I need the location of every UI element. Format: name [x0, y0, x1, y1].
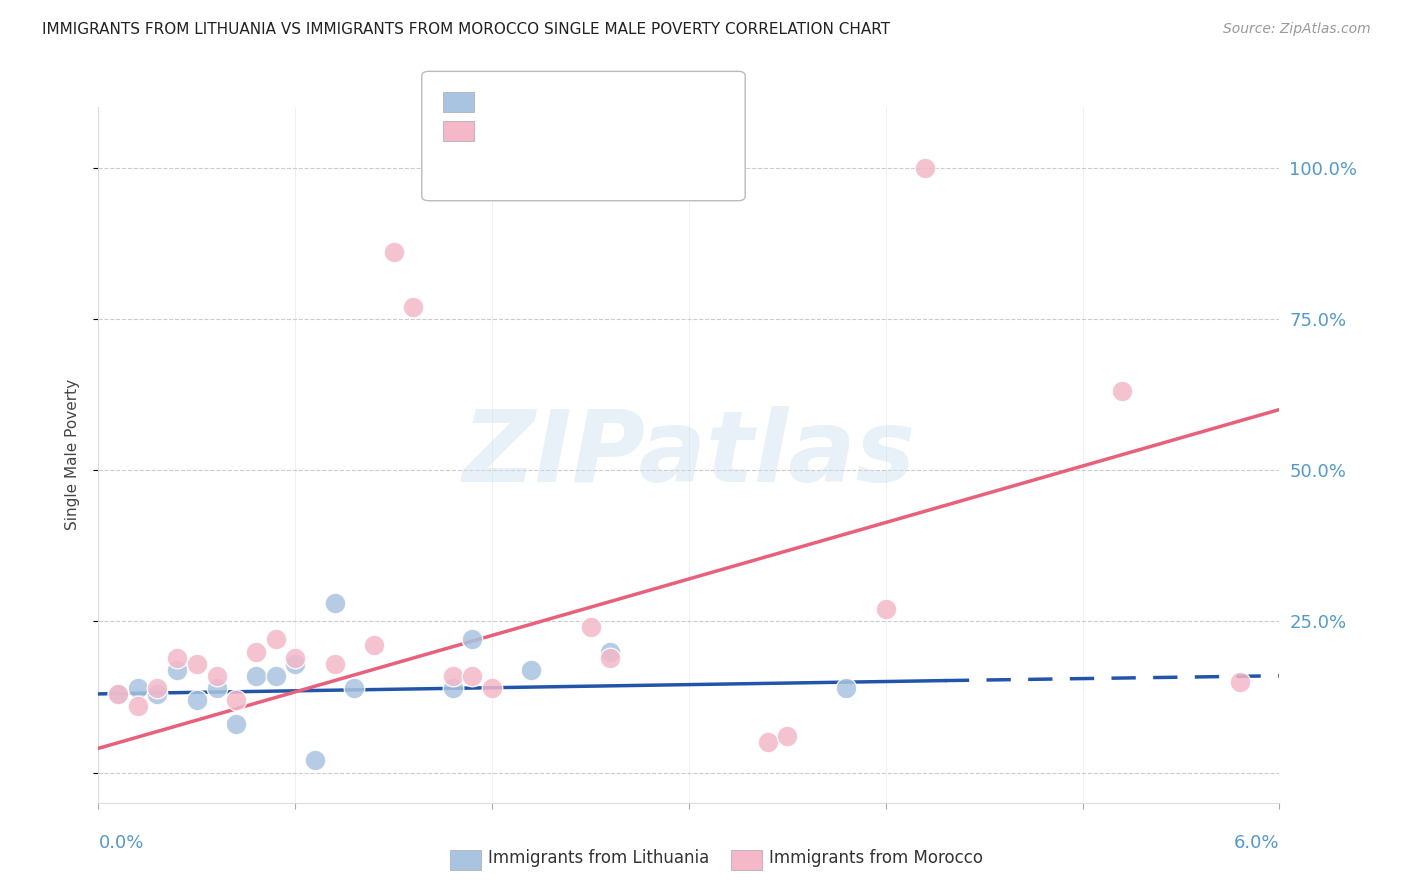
- Point: [264, 632, 287, 647]
- Point: [225, 693, 247, 707]
- Point: [205, 669, 228, 683]
- Text: N =: N =: [571, 91, 610, 109]
- Point: [146, 681, 169, 695]
- Point: [875, 602, 897, 616]
- Text: 0.067: 0.067: [509, 91, 565, 109]
- Point: [441, 669, 464, 683]
- Text: 18: 18: [599, 91, 624, 109]
- Point: [382, 245, 405, 260]
- Text: R =: R =: [481, 91, 520, 109]
- Point: [264, 669, 287, 683]
- Text: IMMIGRANTS FROM LITHUANIA VS IMMIGRANTS FROM MOROCCO SINGLE MALE POVERTY CORRELA: IMMIGRANTS FROM LITHUANIA VS IMMIGRANTS …: [42, 22, 890, 37]
- Point: [1229, 674, 1251, 689]
- Point: [323, 657, 346, 671]
- Text: Immigrants from Lithuania: Immigrants from Lithuania: [488, 849, 709, 867]
- Point: [481, 681, 503, 695]
- Text: 6.0%: 6.0%: [1234, 834, 1279, 852]
- Point: [323, 596, 346, 610]
- Text: 0.490: 0.490: [509, 120, 565, 138]
- Point: [835, 681, 858, 695]
- Text: R =: R =: [481, 120, 520, 138]
- Point: [107, 687, 129, 701]
- Point: [441, 681, 464, 695]
- Point: [756, 735, 779, 749]
- Point: [166, 663, 188, 677]
- Text: 25: 25: [599, 120, 624, 138]
- Point: [343, 681, 366, 695]
- Point: [402, 300, 425, 314]
- Point: [914, 161, 936, 175]
- Point: [107, 687, 129, 701]
- Point: [127, 698, 149, 713]
- Point: [461, 669, 484, 683]
- Point: [186, 693, 208, 707]
- Point: [186, 657, 208, 671]
- Point: [146, 687, 169, 701]
- Point: [284, 650, 307, 665]
- Text: ZIPatlas: ZIPatlas: [463, 407, 915, 503]
- Y-axis label: Single Male Poverty: Single Male Poverty: [65, 379, 80, 531]
- Point: [1111, 384, 1133, 399]
- Point: [225, 717, 247, 731]
- Point: [579, 620, 602, 634]
- Point: [245, 644, 267, 658]
- Point: [205, 681, 228, 695]
- Point: [599, 650, 621, 665]
- Point: [166, 650, 188, 665]
- Text: N =: N =: [571, 120, 610, 138]
- Point: [363, 639, 385, 653]
- Point: [284, 657, 307, 671]
- Point: [520, 663, 543, 677]
- Point: [461, 632, 484, 647]
- Point: [599, 644, 621, 658]
- Point: [245, 669, 267, 683]
- Text: Source: ZipAtlas.com: Source: ZipAtlas.com: [1223, 22, 1371, 37]
- Text: Immigrants from Morocco: Immigrants from Morocco: [769, 849, 983, 867]
- Text: 0.0%: 0.0%: [98, 834, 143, 852]
- Point: [776, 729, 799, 743]
- Point: [127, 681, 149, 695]
- Point: [304, 754, 326, 768]
